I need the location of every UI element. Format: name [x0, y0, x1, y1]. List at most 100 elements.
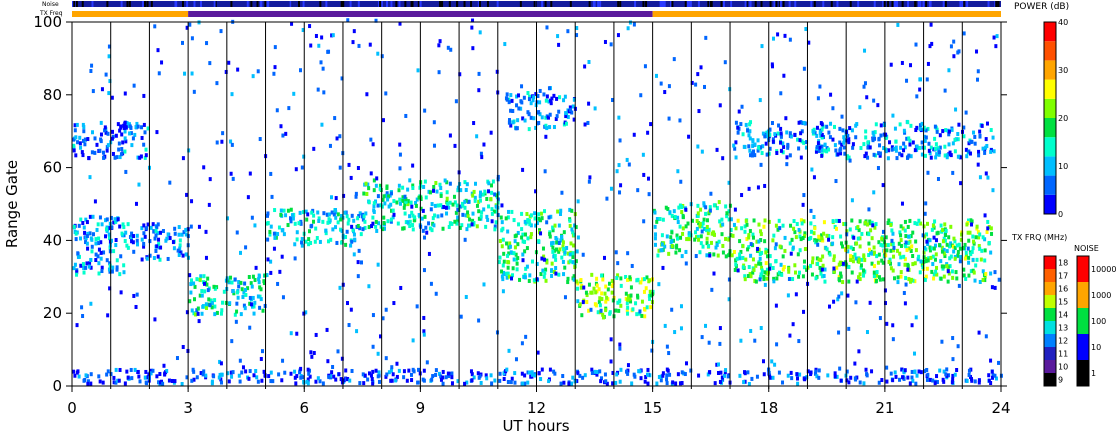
backscatter-cell — [706, 372, 710, 377]
backscatter-cell — [894, 139, 898, 144]
backscatter-cell — [926, 242, 930, 247]
backscatter-cell — [793, 263, 797, 268]
backscatter-cell — [942, 274, 946, 279]
noise-speck — [773, 1, 776, 7]
backscatter-cell — [958, 246, 962, 251]
backscatter-cell — [867, 232, 871, 237]
backscatter-cell — [643, 64, 647, 69]
backscatter-cell — [125, 369, 129, 374]
backscatter-cell — [913, 279, 917, 284]
backscatter-cell — [442, 205, 446, 210]
noise-speck — [463, 1, 466, 7]
backscatter-cell — [794, 270, 798, 275]
backscatter-cell — [213, 304, 217, 309]
backscatter-cell — [212, 284, 216, 289]
backscatter-cell — [741, 132, 745, 137]
backscatter-cell — [952, 236, 956, 241]
backscatter-cell — [983, 150, 987, 155]
backscatter-cell — [570, 227, 574, 232]
backscatter-cell — [858, 277, 862, 282]
scale-tick-label: 18 — [1058, 259, 1068, 268]
backscatter-cell — [158, 230, 162, 235]
backscatter-cell — [523, 219, 527, 224]
backscatter-cell — [227, 379, 231, 384]
backscatter-cell — [909, 234, 913, 239]
backscatter-cell — [765, 270, 769, 275]
backscatter-cell — [904, 240, 908, 245]
backscatter-cell — [589, 290, 593, 295]
backscatter-cell — [90, 150, 94, 155]
backscatter-cell — [451, 202, 455, 207]
backscatter-cell — [458, 182, 462, 187]
backscatter-cell — [213, 312, 217, 317]
backscatter-cell — [907, 234, 911, 239]
backscatter-cell — [990, 231, 994, 236]
backscatter-cell — [551, 228, 555, 233]
backscatter-cell — [914, 381, 918, 386]
backscatter-cell — [700, 149, 704, 154]
backscatter-cell — [526, 218, 530, 223]
backscatter-cell — [746, 274, 750, 279]
backscatter-cell — [190, 71, 194, 76]
backscatter-cell — [181, 344, 185, 349]
backscatter-cell — [248, 301, 252, 306]
backscatter-cell — [566, 114, 570, 119]
backscatter-cell — [413, 215, 417, 220]
backscatter-cell — [841, 261, 845, 266]
backscatter-cell — [657, 248, 661, 253]
backscatter-cell — [134, 304, 138, 309]
backscatter-cell — [528, 94, 532, 99]
backscatter-cell — [851, 254, 855, 259]
backscatter-cell — [866, 222, 870, 227]
backscatter-cell — [319, 60, 323, 65]
backscatter-cell — [101, 150, 105, 155]
backscatter-cell — [782, 144, 786, 149]
backscatter-cell — [477, 71, 481, 76]
backscatter-cell — [933, 136, 937, 141]
backscatter-cell — [820, 132, 824, 137]
backscatter-cell — [98, 215, 102, 220]
backscatter-cell — [638, 309, 642, 314]
backscatter-cell — [857, 259, 861, 264]
backscatter-cell — [747, 144, 751, 149]
backscatter-cell — [869, 221, 873, 226]
backscatter-cell — [155, 231, 159, 236]
backscatter-cell — [779, 126, 783, 131]
noise-speck — [883, 1, 886, 7]
backscatter-cell — [364, 181, 368, 186]
backscatter-cell — [363, 225, 367, 230]
backscatter-cell — [862, 84, 866, 89]
backscatter-cell — [553, 248, 557, 253]
backscatter-cell — [436, 203, 440, 208]
backscatter-cell — [74, 231, 78, 236]
backscatter-cell — [350, 368, 354, 373]
backscatter-cell — [454, 99, 458, 104]
backscatter-cell — [152, 256, 156, 261]
backscatter-cell — [502, 376, 506, 381]
backscatter-cell — [816, 141, 820, 146]
backscatter-cell — [290, 213, 294, 218]
backscatter-cell — [946, 279, 950, 284]
backscatter-cell — [647, 192, 651, 197]
backscatter-cell — [768, 132, 772, 137]
backscatter-cell — [472, 121, 476, 126]
backscatter-cell — [628, 275, 632, 280]
backscatter-cell — [663, 244, 667, 249]
backscatter-cell — [458, 72, 462, 77]
backscatter-cell — [734, 258, 738, 263]
backscatter-cell — [799, 218, 803, 223]
backscatter-cell — [202, 369, 206, 374]
backscatter-cell — [816, 242, 820, 247]
backscatter-cell — [939, 223, 943, 228]
backscatter-cell — [477, 209, 481, 214]
backscatter-cell — [877, 240, 881, 245]
backscatter-cell — [941, 377, 945, 382]
backscatter-cell — [871, 130, 875, 135]
backscatter-cell — [344, 242, 348, 247]
backscatter-cell — [557, 42, 561, 47]
backscatter-cell — [252, 373, 256, 378]
backscatter-cell — [822, 220, 826, 225]
backscatter-cell — [797, 274, 801, 279]
backscatter-cell — [224, 300, 228, 305]
backscatter-cell — [949, 44, 953, 49]
